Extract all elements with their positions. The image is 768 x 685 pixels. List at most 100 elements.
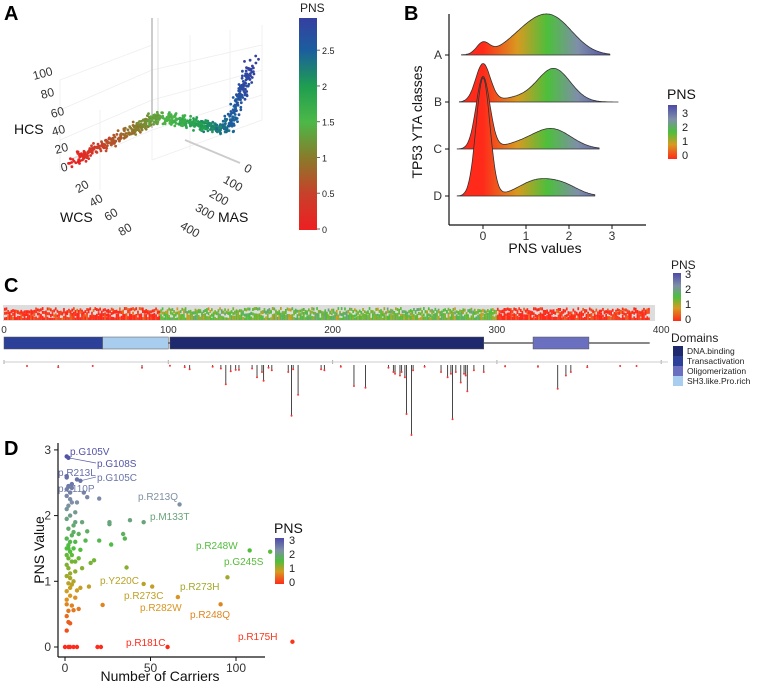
a-point [243,91,247,95]
a-point [89,154,92,157]
c-heat-cell [188,314,190,318]
c-heat-cell [414,310,417,314]
c-heat-cell [171,312,174,316]
a-colorbar-tick: 0 [322,225,327,235]
d-point [73,510,78,515]
b-legend-title: PNS [667,86,696,102]
c-heat-cell [40,313,42,320]
c-lollipop-head [619,365,622,368]
d-point [69,481,75,487]
c-heat-cell [455,314,458,320]
c-heat-cell [488,315,491,320]
c-heat-cell [153,314,156,320]
c-heat-cell [393,311,396,315]
d-point [67,585,73,591]
c-heat-cell [475,316,478,320]
c-heat-cell [531,317,534,320]
c-heat-cell [77,309,80,313]
c-heat-cell [89,315,92,320]
c-heat-cell [5,317,8,320]
c-heat-cell [551,316,553,320]
c-heat-cell [225,317,228,320]
c-lollipop-head [398,374,401,377]
c-heat-cell [607,310,609,314]
a-point [230,124,234,128]
d-y-tick: 3 [44,443,51,457]
c-lollipop-head [57,366,60,369]
c-heat-cell [515,308,517,312]
c-heat-cell [331,312,333,316]
d-point [69,552,75,558]
d-point [98,644,104,650]
a-point [149,115,153,118]
c-heat-cell [409,309,412,313]
c-heat-cell [248,307,251,311]
d-point [67,490,73,495]
c-heat-cell [35,316,37,320]
a-gridline [59,69,153,111]
c-heat-cell [133,308,136,312]
c-heat-cell [593,311,596,315]
c-heat-cell [64,314,67,320]
c-heat-cell [194,308,197,312]
c-heat-cell [388,314,391,320]
c-heat-cell [130,314,133,320]
c-heat-cell [495,311,497,315]
a-point [155,114,158,118]
c-heat-cell [100,310,103,314]
c-heat-cell [188,310,190,314]
a-hcs-tick: 80 [39,85,56,102]
d-point [66,608,71,614]
c-heat-cell [58,311,60,314]
c-heat-cell [68,310,70,314]
a-point [131,120,135,124]
c-heat-cell [278,312,281,316]
a-point [239,101,243,105]
c-heat-cell [469,308,471,312]
c-heat-cell [41,315,44,320]
a-mas-tick: 400 [178,218,203,240]
c-heat-cell [630,315,632,320]
a-colorbar-tick: 1 [322,153,327,163]
b-ridge-B [458,63,619,103]
c-heat-cell [59,310,62,314]
c-heat-cell [339,312,341,316]
c-heat-cell [86,308,88,312]
c-heat-cell [377,307,379,311]
c-heat-cell [510,310,512,314]
panel-c-lollipop: 0 100 200 300 400 PNS 3 2 1 0 Domains DNA.bindi… [1,258,751,436]
a-hcs-axis-label: HCS [14,121,44,137]
c-heat-cell [421,310,423,314]
c-heat-cell [498,309,501,313]
c-heat-cell [82,311,85,315]
d-point [73,539,78,545]
c-heat-cell [155,307,157,311]
a-point [231,96,235,99]
a-point [136,125,140,129]
c-heat-cell [638,314,640,320]
c-heat-cell [472,310,474,314]
c-heat-cell [288,314,290,320]
c-heat-legend-colorbar [673,273,681,321]
c-heat-cell [611,308,614,312]
c-heat-cell [349,307,351,311]
a-point [231,116,235,120]
b-x-tick: 3 [609,229,616,243]
c-heat-cell [263,308,266,312]
c-heat-cell [646,308,649,312]
c-heat-cell [380,309,382,313]
d-point [73,595,78,600]
c-heat-cell [496,315,499,320]
c-heat-cell [260,310,262,314]
c-lollipop-head [446,376,449,379]
d-point [67,496,73,502]
c-heat-cell [64,311,67,315]
c-heat-cell [503,311,506,315]
c-heat-cell [367,315,369,320]
c-heat-cell [552,317,555,320]
c-heat-cell [174,313,177,317]
a-wcs-axis-label: WCS [60,209,93,225]
d-point [76,531,81,537]
a-point [232,110,236,114]
c-heat-cell [321,313,323,317]
